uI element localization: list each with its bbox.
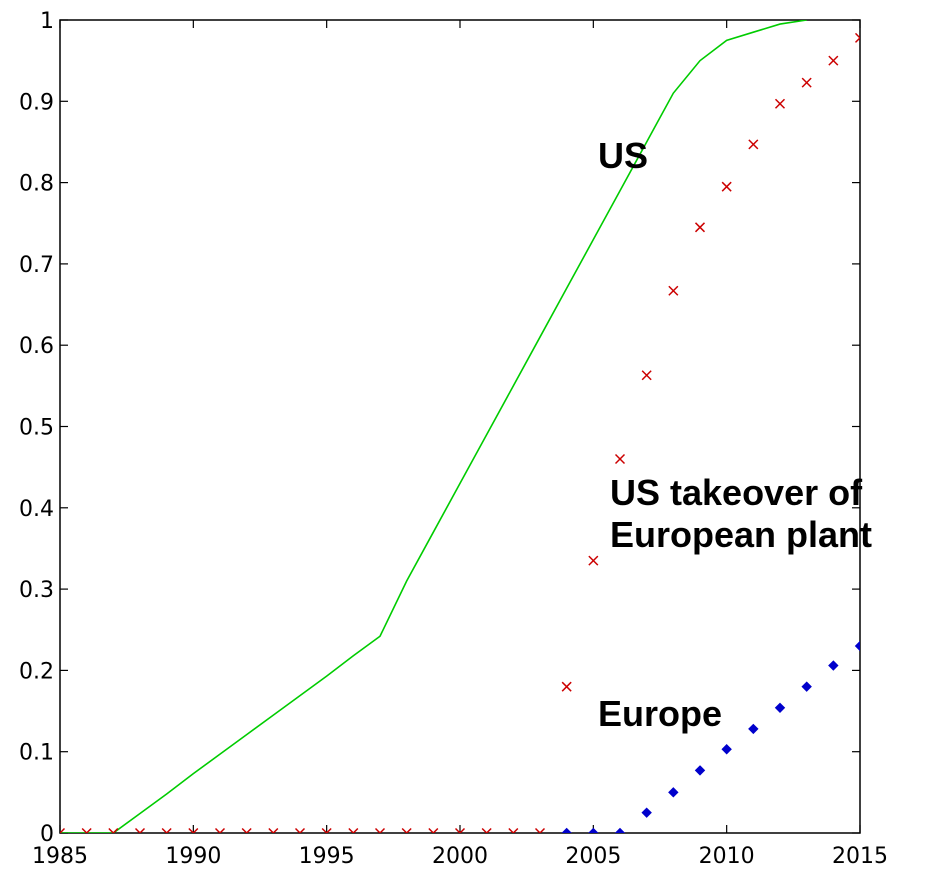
- data-point-x-marker: [721, 181, 732, 192]
- data-point-diamond-marker: [801, 681, 812, 692]
- data-point-x-marker: [321, 827, 332, 833]
- data-point-x-marker: [534, 827, 546, 833]
- data-point-x-marker: [60, 827, 66, 833]
- data-point-x-marker: [81, 827, 92, 833]
- y-tick-label: 0.9: [19, 90, 54, 115]
- x-tick-label: 1995: [299, 844, 355, 869]
- data-point-x-marker: [134, 827, 146, 833]
- data-point-x-marker: [108, 827, 119, 833]
- data-point-x-marker: [348, 827, 359, 833]
- y-tick-label: 1: [40, 9, 54, 34]
- data-point-diamond-marker: [774, 702, 786, 714]
- y-tick-label: 0.4: [19, 497, 54, 522]
- data-point-x-marker: [428, 827, 439, 833]
- data-point-diamond-marker: [721, 744, 732, 755]
- data-point-diamond-marker: [561, 827, 572, 833]
- y-tick-label: 0.3: [19, 578, 54, 603]
- data-point-x-marker: [854, 32, 860, 43]
- y-tick-label: 0.8: [19, 172, 54, 197]
- x-tick-label: 2010: [699, 844, 755, 869]
- y-axis-tick-labels: 0 0.1 0.2 0.3 0.4 0.5 0.6 0.7 0.8 0.9 1: [19, 9, 54, 847]
- data-point-x-marker: [481, 827, 492, 833]
- y-tick-label: 0.1: [19, 741, 54, 766]
- series-line: [60, 20, 807, 833]
- data-point-x-marker: [801, 77, 812, 88]
- series-layer: [60, 20, 860, 833]
- data-point-x-marker: [241, 827, 252, 833]
- data-point-x-marker: [454, 827, 466, 833]
- axis-ticks: [59, 19, 861, 834]
- x-axis-tick-labels: 1985 1990 1995 2000 2005 2010 2015: [32, 844, 888, 869]
- data-point-x-marker: [748, 139, 759, 150]
- y-tick-label: 0.2: [19, 659, 54, 684]
- data-point-x-marker: [268, 827, 279, 833]
- data-point-diamond-marker: [614, 827, 626, 833]
- y-tick-label: 0.7: [19, 253, 54, 278]
- y-tick-label: 0.6: [19, 334, 54, 359]
- data-point-x-marker: [508, 827, 519, 833]
- annotation-text: Europe: [598, 693, 722, 734]
- data-point-x-marker: [828, 55, 839, 66]
- data-point-diamond-marker: [588, 827, 599, 833]
- plot-area: [59, 19, 861, 834]
- data-point-x-marker: [294, 827, 306, 833]
- x-tick-label: 1990: [165, 844, 221, 869]
- data-point-x-marker: [614, 453, 626, 465]
- annotation-text: US takeover of: [610, 472, 863, 513]
- data-point-x-marker: [188, 827, 199, 833]
- data-point-diamond-marker: [854, 640, 860, 652]
- data-point-diamond-marker: [694, 765, 706, 776]
- annotation-text: European plant: [610, 514, 872, 555]
- x-tick-label: 1985: [32, 844, 88, 869]
- y-tick-label: 0: [40, 822, 54, 847]
- data-point-diamond-marker: [748, 723, 759, 735]
- x-tick-label: 2015: [832, 844, 888, 869]
- x-tick-label: 2000: [432, 844, 488, 869]
- data-point-x-marker: [641, 370, 652, 381]
- data-point-diamond-marker: [828, 660, 839, 671]
- data-point-x-marker: [588, 555, 599, 566]
- data-point-x-marker: [694, 222, 706, 233]
- data-point-x-marker: [774, 98, 786, 109]
- x-tick-label: 2005: [565, 844, 621, 869]
- data-point-x-marker: [668, 285, 679, 296]
- data-point-diamond-marker: [641, 807, 652, 818]
- y-tick-label: 0.5: [19, 416, 54, 441]
- annotation-text: US: [598, 135, 648, 176]
- data-point-x-marker: [214, 827, 226, 833]
- data-point-x-marker: [401, 827, 412, 833]
- data-point-x-marker: [374, 827, 386, 833]
- data-point-diamond-marker: [668, 787, 679, 798]
- data-point-x-marker: [561, 681, 572, 692]
- data-point-x-marker: [161, 827, 172, 833]
